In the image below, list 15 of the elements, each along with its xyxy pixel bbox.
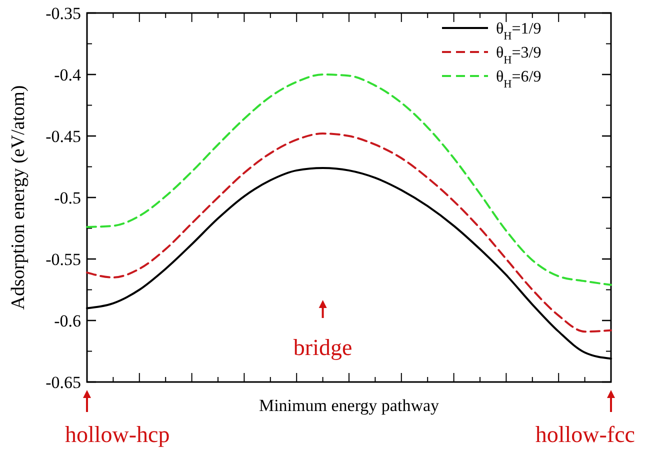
y-tick-label: -0.65 — [46, 372, 81, 392]
x-axis-title: Minimum energy pathway — [258, 396, 440, 415]
y-tick-label: -0.4 — [54, 65, 82, 84]
legend-label: θ$_{H}$=6/9 — [496, 68, 542, 91]
y-tick-label: -0.6 — [54, 311, 81, 330]
legend-label: θ$_{H}$=3/9 — [496, 44, 542, 67]
y-tick-label: -0.35 — [46, 4, 81, 23]
y-tick-label: -0.45 — [46, 126, 81, 146]
y-tick-label: -0.5 — [54, 188, 81, 208]
text: hollow-fcc — [535, 422, 635, 447]
y-tick-label: -0.55 — [46, 250, 81, 269]
legend-label: θ$_{H}$=1/9 — [496, 20, 542, 43]
text: hollow-hcp — [65, 422, 170, 447]
y-axis-title: Adsorption energy (eV/atom) — [8, 85, 29, 310]
annotation: bridge — [293, 335, 352, 360]
